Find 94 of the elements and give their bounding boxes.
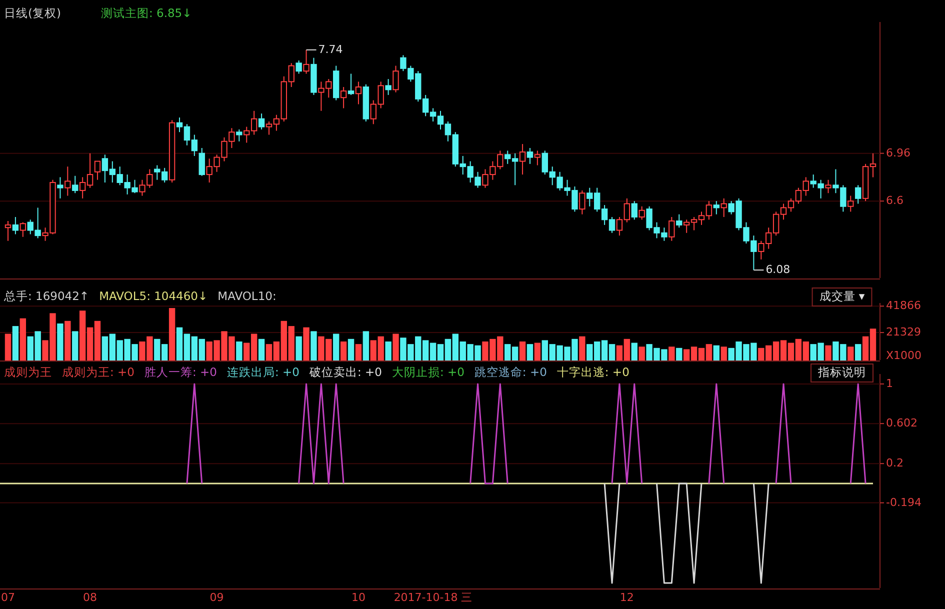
y-tick-label: 6.96 — [886, 146, 910, 160]
candlestick — [64, 166, 71, 196]
bar — [720, 346, 727, 360]
annotation: MAVOL10: — [218, 289, 276, 304]
candlestick — [20, 222, 26, 238]
y-tick-label: 0.2 — [886, 456, 904, 470]
bar — [340, 341, 347, 360]
candlestick — [526, 148, 534, 164]
candlestick — [4, 220, 12, 242]
candlestick — [392, 65, 399, 93]
bar — [854, 344, 862, 360]
y-tick-label: 41866 — [886, 299, 921, 312]
annotation: 指标说明 — [817, 365, 866, 380]
bar — [519, 341, 526, 360]
bar — [526, 344, 534, 360]
candlestick — [720, 198, 727, 218]
candlestick — [385, 78, 392, 96]
bar — [348, 338, 354, 360]
bar — [713, 345, 720, 360]
candlestick — [534, 150, 541, 166]
annotation: 胜人一筹: +0 — [144, 365, 217, 380]
annotation: MAVOL5: 104460↓ — [99, 289, 208, 304]
bar — [64, 320, 71, 360]
annotation: 成则为王: +0 — [62, 365, 134, 380]
bar — [303, 327, 310, 360]
bar — [638, 346, 645, 360]
x-tick-label: 07 — [1, 591, 15, 604]
candlestick — [303, 49, 310, 74]
candlestick — [355, 81, 362, 105]
candlestick — [631, 200, 638, 220]
candlestick — [848, 195, 854, 212]
annotation: 大阴止损: +0 — [392, 365, 464, 380]
bar — [579, 336, 586, 360]
y-tick-label: 0.602 — [886, 416, 918, 430]
candlestick — [57, 176, 64, 199]
chart-title: 总手: 169042↑ — [3, 289, 90, 304]
bar — [362, 331, 370, 360]
y-tick-label: 6.6 — [886, 194, 904, 208]
bar — [57, 323, 64, 360]
candlestick — [854, 184, 862, 204]
bar — [4, 334, 12, 360]
chart-title: 成则为王 — [4, 365, 52, 380]
bar — [258, 338, 265, 360]
bar — [392, 334, 399, 360]
bar — [310, 331, 317, 360]
candlestick — [825, 179, 832, 194]
annotation: 连跌出局: +0 — [226, 365, 300, 380]
chart-subtitle: 测试主图: 6.85↓ — [100, 6, 192, 20]
bar — [355, 344, 362, 360]
annotation: 跳空逃命: +0 — [474, 365, 547, 380]
candlestick — [340, 86, 347, 109]
candlestick — [94, 160, 101, 180]
bar — [631, 342, 638, 360]
y-tick-label: 21329 — [886, 326, 921, 339]
y-tick-label: 1 — [886, 376, 893, 390]
candlestick — [579, 190, 586, 215]
annotation: 成交量 ▾ — [819, 289, 865, 304]
candlestick — [198, 148, 205, 176]
candlestick — [676, 214, 682, 228]
chart-title: 日线(复权) — [4, 6, 61, 20]
annotation: 十字出逃: +0 — [556, 365, 630, 380]
bar — [668, 346, 675, 360]
candlestick — [236, 128, 242, 142]
bar — [676, 348, 682, 360]
bar — [333, 334, 340, 360]
annotation: 7.74 — [318, 42, 343, 56]
bar — [20, 318, 26, 360]
x-tick-label: 2017-10-18 三 — [394, 591, 472, 604]
candlestick — [638, 206, 645, 220]
x-tick-label: 08 — [83, 591, 98, 604]
candlestick — [519, 144, 526, 176]
annotation: 破位卖出: +0 — [308, 365, 382, 380]
x-tick-label: 09 — [210, 591, 224, 604]
bar — [72, 331, 78, 360]
candlestick — [713, 200, 720, 215]
bar — [534, 342, 541, 360]
bar — [385, 341, 392, 360]
candlestick — [668, 216, 675, 242]
candlestick — [258, 113, 265, 130]
annotation: 6.08 — [766, 263, 790, 276]
bar — [236, 341, 242, 360]
candlestick — [12, 216, 19, 235]
y-tick-label: -0.194 — [886, 496, 922, 509]
candlestick — [72, 175, 78, 194]
x-tick-label: 12 — [620, 591, 634, 604]
bar — [12, 326, 19, 360]
candlestick — [296, 60, 302, 74]
y-axis-title: X1000 — [886, 349, 922, 362]
bar — [296, 336, 302, 360]
bar — [168, 308, 176, 360]
bar — [848, 346, 854, 360]
candlestick — [348, 73, 354, 96]
x-tick-label: 10 — [351, 591, 366, 604]
bar — [825, 345, 832, 360]
